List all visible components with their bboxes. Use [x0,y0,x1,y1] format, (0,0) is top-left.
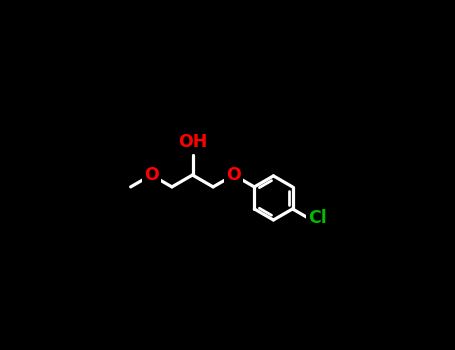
Text: OH: OH [178,133,207,150]
Text: O: O [226,166,241,184]
Text: Cl: Cl [308,209,327,228]
Text: O: O [144,166,159,184]
